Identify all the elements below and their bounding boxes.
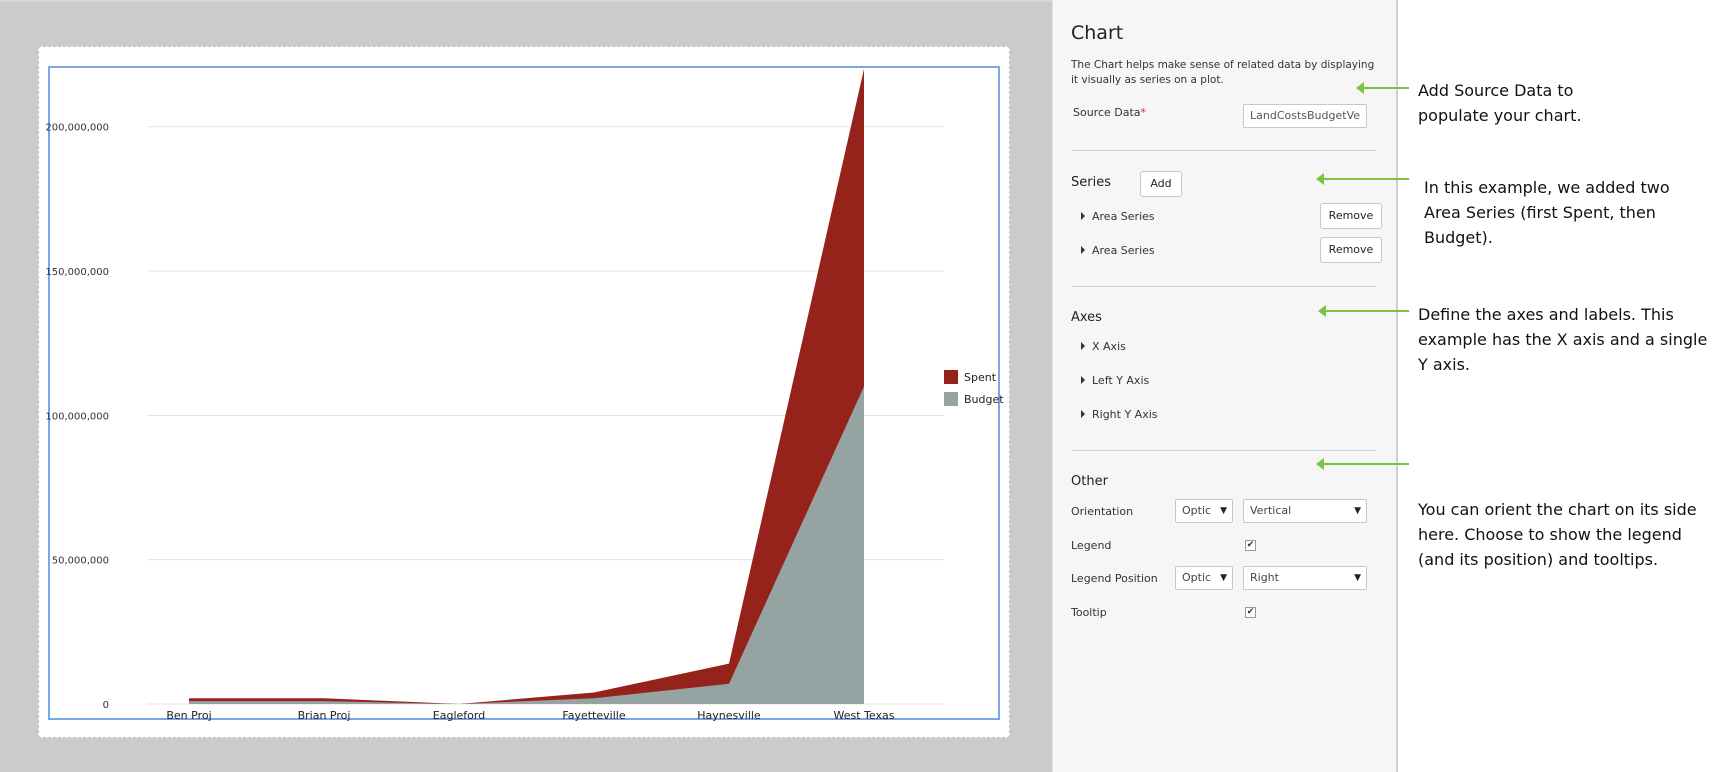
series-item-2[interactable]: Area Series	[1081, 244, 1155, 257]
tooltip-checkbox[interactable]: ✔	[1245, 607, 1256, 618]
annotation-arrow	[1316, 458, 1409, 470]
required-marker: *	[1140, 106, 1147, 119]
axis-item-left-y[interactable]: Left Y Axis	[1081, 374, 1149, 387]
orientation-label: Orientation	[1071, 505, 1134, 518]
x-tick-label: Fayetteville	[562, 709, 625, 722]
add-series-button[interactable]: Add	[1140, 171, 1182, 197]
chevron-down-icon: ▼	[1220, 506, 1227, 516]
axes-title: Axes	[1071, 310, 1102, 325]
designer-canvas: 0 50,000,000 100,000,000 150,000,000 200,000…	[0, 0, 1052, 772]
select-value: Vertical	[1250, 504, 1292, 517]
legend-swatch-budget	[944, 392, 958, 406]
tooltip-label: Tooltip	[1071, 606, 1107, 619]
legend-label: Spent	[964, 371, 997, 384]
expand-triangle-icon	[1081, 212, 1085, 220]
select-value: Right	[1250, 571, 1279, 584]
legend-label: Budget	[964, 393, 1004, 406]
x-tick-label: Haynesville	[697, 709, 761, 722]
y-tick-label: 200,000,000	[45, 123, 109, 134]
x-tick-label: West Texas	[834, 709, 895, 722]
expand-triangle-icon	[1081, 246, 1085, 254]
panel-title: Chart	[1071, 22, 1124, 44]
y-tick-label: 100,000,000	[45, 411, 109, 422]
y-tick-label: 150,000,000	[45, 267, 109, 278]
annotation-arrow	[1316, 173, 1409, 185]
y-tick-label: 50,000,000	[52, 556, 109, 567]
annotation-arrow	[1356, 82, 1409, 94]
divider	[1071, 286, 1377, 287]
x-tick-label: Ben Proj	[166, 709, 211, 722]
axis-item-right-y[interactable]: Right Y Axis	[1081, 408, 1158, 421]
expand-triangle-icon	[1081, 410, 1085, 418]
annotation-axes: Define the axes and labels. This example…	[1418, 305, 1708, 374]
annotation-arrow	[1318, 305, 1409, 317]
axis-item-x[interactable]: X Axis	[1081, 340, 1126, 353]
series-item-label: Area Series	[1092, 244, 1155, 257]
series-item-label: Area Series	[1092, 210, 1155, 223]
y-tick-label: 0	[103, 700, 109, 711]
source-data-label-text: Source Data	[1073, 106, 1141, 119]
axis-item-label: Left Y Axis	[1092, 374, 1150, 387]
legend-position-option-select[interactable]: Optic ▼	[1175, 566, 1233, 590]
source-data-label: Source Data*	[1073, 106, 1146, 119]
expand-triangle-icon	[1081, 376, 1085, 384]
x-tick-label: Eagleford	[433, 709, 485, 722]
select-value: Optic	[1182, 571, 1212, 584]
legend-label: Legend	[1071, 539, 1112, 552]
axis-item-label: Right Y Axis	[1092, 408, 1158, 421]
legend-position-label: Legend Position	[1071, 572, 1158, 585]
annotation-other: You can orient the chart on its side her…	[1418, 500, 1697, 569]
legend-position-select[interactable]: Right ▼	[1243, 566, 1367, 590]
series-title: Series	[1071, 175, 1111, 190]
other-title: Other	[1071, 474, 1108, 489]
chevron-down-icon: ▼	[1220, 573, 1227, 583]
annotation-source-data: Add Source Data to populate your chart.	[1418, 81, 1582, 125]
legend-swatch-spent	[944, 370, 958, 384]
chart-frame[interactable]: 0 50,000,000 100,000,000 150,000,000 200,000…	[38, 46, 1010, 738]
source-data-input[interactable]: LandCostsBudgetVe	[1243, 104, 1367, 128]
legend-checkbox[interactable]: ✔	[1245, 540, 1256, 551]
area-series-spent	[189, 69, 864, 704]
expand-triangle-icon	[1081, 342, 1085, 350]
annotation-series: In this example, we added two Area Serie…	[1424, 178, 1670, 247]
select-value: Optic	[1182, 504, 1212, 517]
x-tick-label: Brian Proj	[298, 709, 351, 722]
orientation-option-select[interactable]: Optic ▼	[1175, 499, 1233, 523]
axis-item-label: X Axis	[1092, 340, 1126, 353]
area-chart[interactable]: 0 50,000,000 100,000,000 150,000,000 200,000…	[39, 47, 1011, 739]
remove-series-button[interactable]: Remove	[1320, 237, 1382, 263]
remove-series-button[interactable]: Remove	[1320, 203, 1382, 229]
divider	[1071, 150, 1377, 151]
panel-description: The Chart helps make sense of related da…	[1071, 59, 1375, 86]
panel-edge	[1396, 0, 1398, 772]
chevron-down-icon: ▼	[1354, 506, 1361, 516]
chevron-down-icon: ▼	[1354, 573, 1361, 583]
area-series-budget	[189, 386, 864, 704]
divider	[1071, 450, 1377, 451]
orientation-select[interactable]: Vertical ▼	[1243, 499, 1367, 523]
properties-panel: Chart The Chart helps make sense of rela…	[1052, 0, 1396, 772]
series-item-1[interactable]: Area Series	[1081, 210, 1155, 223]
chart-selection-outline[interactable]	[48, 66, 1000, 720]
